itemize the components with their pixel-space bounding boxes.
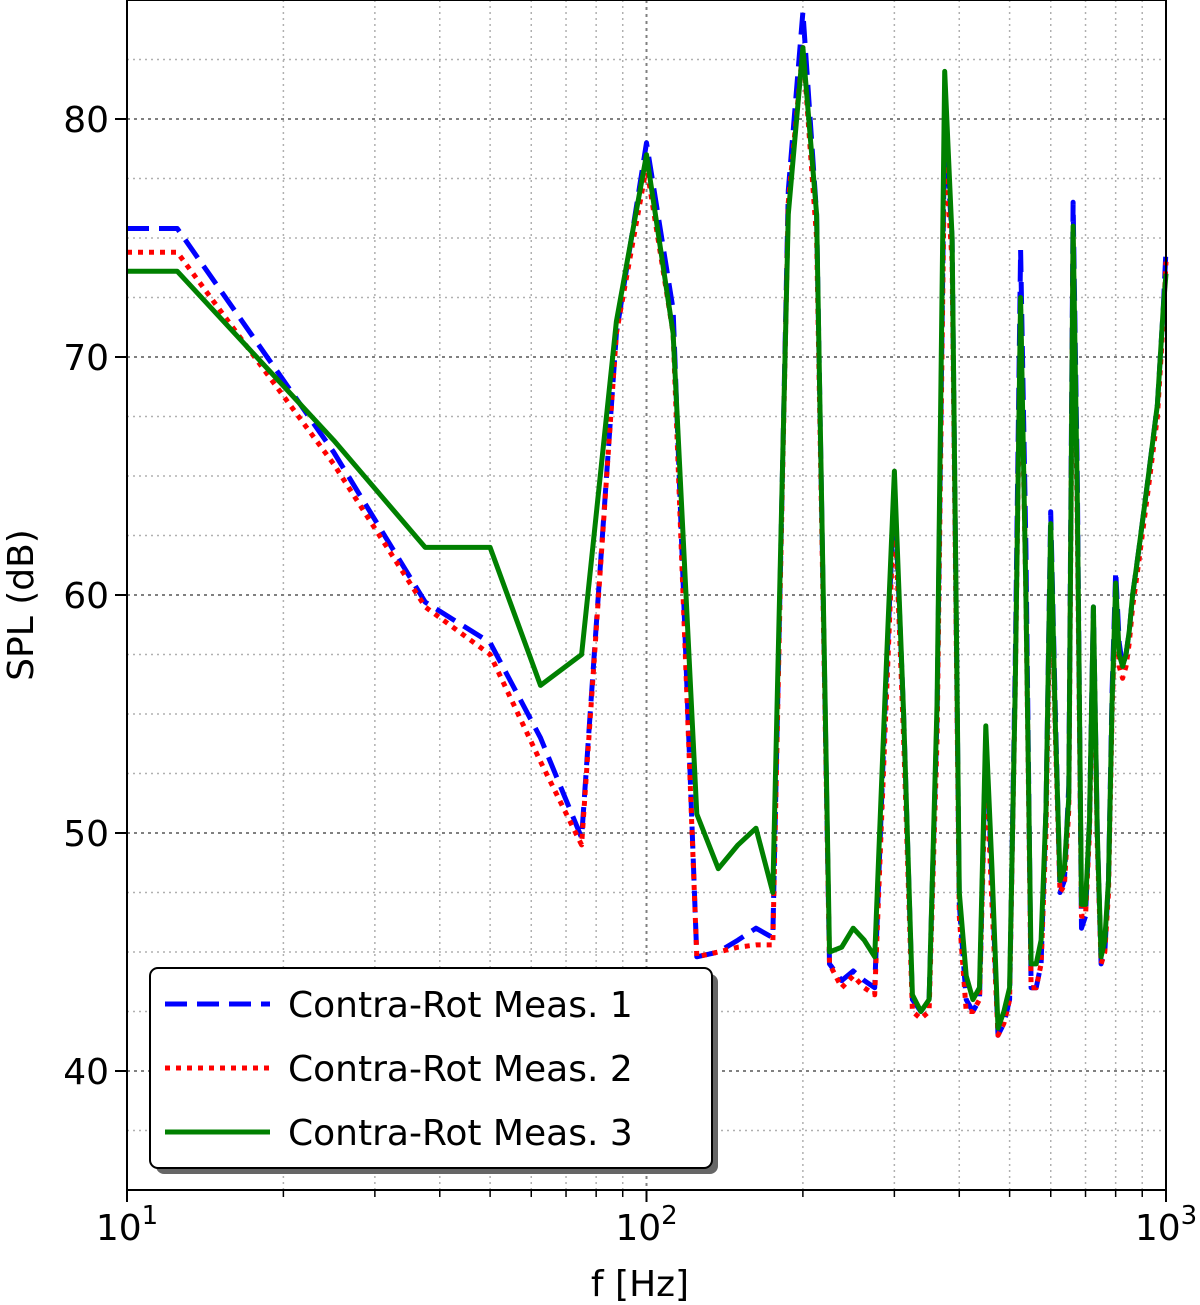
legend: Contra-Rot Meas. 1 Contra-Rot Meas. 2 Cont… [149,967,718,1174]
x-axis-label: f [Hz] [591,1264,689,1305]
series-line-3 [127,45,1169,1031]
x-tick-base: 10 [1135,1208,1181,1249]
x-tick-exponent: 2 [661,1201,678,1231]
y-tick-label: 50 [63,814,109,855]
x-tick-label: 102 [615,1201,677,1249]
y-tick-label: 40 [63,1052,109,1093]
legend-label-3: Contra-Rot Meas. 3 [288,1113,633,1154]
x-tick-exponent: 3 [1181,1201,1198,1231]
legend-box [149,967,713,1169]
y-tick-label: 80 [63,100,109,141]
x-axis-ticks: 101 102 103 [96,1190,1197,1249]
y-axis-ticks: 40 50 60 70 80 [63,100,127,1093]
x-tick-exponent: 1 [142,1201,159,1231]
legend-label-2: Contra-Rot Meas. 2 [288,1049,633,1090]
y-tick-label: 60 [63,576,109,617]
x-tick-base: 10 [615,1208,661,1249]
series-layer [127,9,1169,1038]
y-tick-label: 70 [63,338,109,379]
legend-label-1: Contra-Rot Meas. 1 [288,985,633,1026]
x-tick-label: 101 [96,1201,158,1249]
x-tick-label: 103 [1135,1201,1197,1249]
x-tick-base: 10 [96,1208,142,1249]
y-axis-label: SPL (dB) [1,529,42,681]
